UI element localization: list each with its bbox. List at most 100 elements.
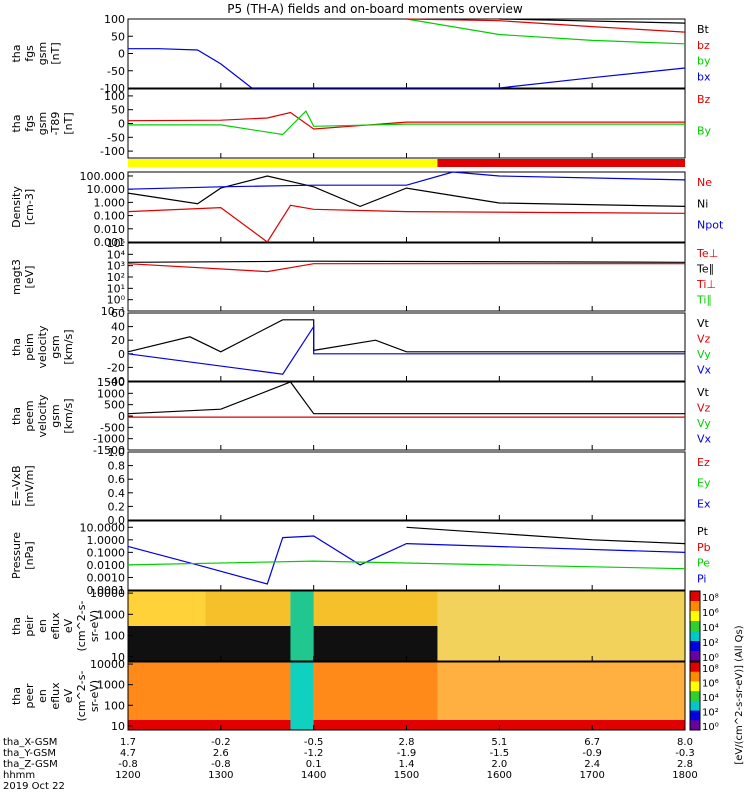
panel-frame: [127, 18, 686, 89]
mode-band: [128, 159, 685, 167]
y-axis-label: velocity: [36, 325, 49, 368]
colorbar-tick-label: 10²: [702, 638, 719, 649]
y-axis-label: gsm: [36, 112, 49, 135]
y-tick-label: 0.010: [94, 223, 126, 236]
series-fgs-bx: [128, 48, 686, 89]
y-tick-label: 10: [111, 720, 125, 733]
y-axis-label: peim: [23, 333, 36, 361]
colorbar-tick-label: 10²: [702, 708, 719, 719]
y-tick-label: 1000: [97, 679, 125, 692]
y-axis-label: gsm: [36, 42, 49, 65]
y-axis-label: [nT]: [62, 112, 75, 134]
y-tick-label: 50: [111, 104, 125, 117]
ephemeris-value: -0.8: [211, 759, 231, 770]
colorbar: 10⁸ 10⁶ 10⁴ 10² 10⁰: [689, 661, 719, 733]
ephemeris-value: 6.7: [584, 737, 600, 748]
panel-frame: [127, 520, 686, 591]
ephemeris-row-label: tha_X-GSM: [3, 737, 57, 748]
y-tick-label: 1000: [97, 608, 125, 621]
y-tick-label: 0.0001: [87, 584, 126, 597]
ephemeris-value: -1.2: [304, 748, 324, 759]
series-density-Ne: [127, 204, 686, 243]
ephemeris-row-label: hhmm: [3, 770, 35, 781]
colorbar-segment: [690, 710, 700, 721]
y-tick-label: 100: [104, 13, 125, 26]
y-tick-label: -500: [100, 421, 125, 434]
legend-entry: Bz: [697, 93, 711, 106]
y-tick-label: 0: [118, 348, 125, 361]
mode-band-slow: [128, 159, 438, 167]
spectrogram-block: [290, 591, 314, 661]
legend-entry: Pe: [697, 557, 710, 570]
legend-entry: Vy: [697, 417, 711, 430]
y-tick-label: 40: [111, 321, 125, 334]
ephemeris-value: 2.6: [213, 748, 229, 759]
y-tick-label: 0.1000: [87, 546, 126, 559]
colorbar-segment: [690, 651, 700, 662]
y-tick-label: 1.0: [108, 446, 126, 459]
colorbar-tick-label: 10⁴: [702, 623, 719, 634]
series-ivel-Vt: [127, 319, 685, 353]
panel-espec: 10000 1000 100 10 tha peer en eflux eV (cm^2-s-sr…: [10, 658, 719, 733]
y-axis-label: magt3: [10, 259, 23, 295]
y-tick-label: 10⁻¹: [101, 305, 125, 318]
ephemeris-value: 1400: [301, 770, 326, 781]
legend-entry: Pb: [697, 541, 711, 554]
y-axis-label: Density: [10, 186, 23, 228]
ephemeris-value: -0.9: [582, 748, 602, 759]
y-axis-label: eV: [62, 688, 75, 703]
series-ivel-Vx: [127, 324, 685, 375]
y-tick-label: -100: [100, 145, 125, 158]
legend-entry: Vt: [697, 386, 710, 399]
y-tick-label: 0.6: [108, 473, 126, 486]
ephemeris-value: 0.1: [306, 759, 322, 770]
legend-entry: Vz: [697, 333, 711, 346]
legend-entry: Te⊥: [696, 247, 718, 260]
y-tick-label: -50: [107, 65, 125, 78]
colorbar-segment: [690, 671, 700, 682]
ephemeris-value: -0.2: [211, 737, 231, 748]
y-tick-label: 0.4: [108, 487, 126, 500]
legend-entry: Ex: [697, 497, 711, 510]
y-axis-label: tha: [10, 407, 23, 425]
ephemeris-value: 2.8: [399, 737, 415, 748]
y-axis-label: tha: [10, 338, 23, 356]
ephemeris-value: 1.4: [399, 759, 415, 770]
spectrogram-block: [290, 662, 314, 730]
colorbar-segment: [690, 611, 700, 622]
y-tick-label: 0.001: [94, 236, 126, 249]
y-tick-label: 100: [104, 699, 125, 712]
date-label: 2019 Oct 22: [3, 781, 65, 792]
colorbar-frame: [689, 661, 701, 731]
y-tick-label: 1.000: [94, 196, 126, 209]
y-axis-label: [cm-3]: [23, 189, 36, 225]
y-axis-label: fgs: [23, 45, 36, 62]
legend-entry: by: [697, 55, 711, 68]
y-tick-label: 10.0000: [80, 521, 126, 534]
y-tick-label: 10: [111, 651, 125, 664]
y-axis-label: (cm^2-s-: [75, 601, 88, 652]
colorbar-segment: [690, 631, 700, 642]
ephemeris-table: tha_X-GSM 1.7 -0.2 -0.5 2.8 5.1 6.7 8.0 tha_Y-GS…: [3, 737, 698, 792]
series-pressure-Pi: [127, 535, 686, 585]
y-tick-label: -40: [107, 375, 125, 388]
ephemeris-value: 2.8: [677, 759, 693, 770]
colorbar-segment: [690, 601, 700, 612]
y-tick-label: -100: [100, 82, 125, 95]
y-tick-label: 10⁵: [107, 237, 125, 250]
ephemeris-value: 1200: [115, 770, 140, 781]
y-axis-label: sr-eV): [88, 610, 101, 642]
ephemeris-value: -1.5: [490, 748, 510, 759]
series-density-Ni: [127, 175, 686, 208]
panel-ispec: 10000 1000 100 10 tha peir en eflux eV (cm^2-s-sr…: [10, 587, 719, 664]
y-tick-label: 0: [118, 48, 125, 61]
y-axis-label: [nPa]: [23, 541, 36, 569]
y-tick-label: 10.000: [87, 183, 126, 196]
y-axis-label: gsm: [49, 404, 62, 427]
ephemeris-value: 5.1: [491, 737, 507, 748]
legend-entry: Vy: [697, 348, 711, 361]
ephemeris-row-label: tha_Z-GSM: [3, 759, 58, 770]
ephemeris-row-label: tha_Y-GSM: [3, 748, 56, 759]
